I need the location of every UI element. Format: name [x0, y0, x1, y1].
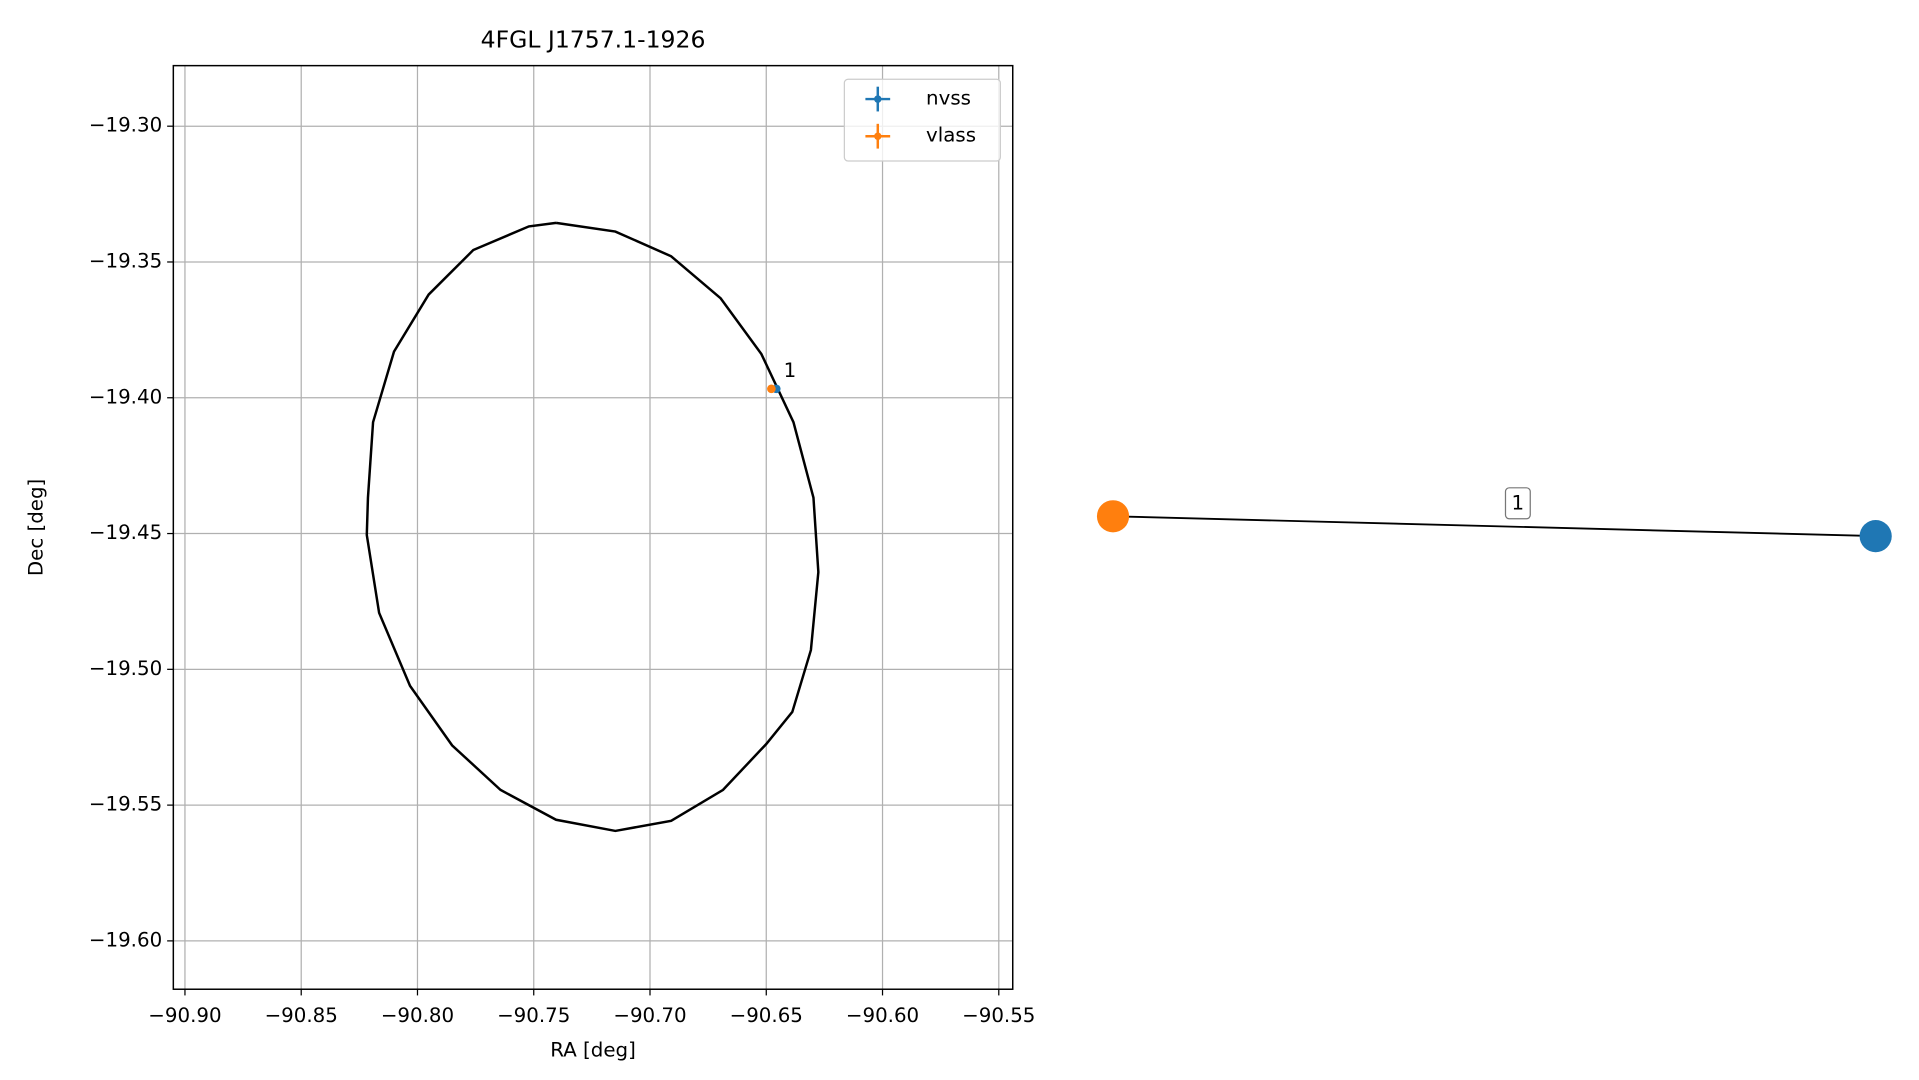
legend-label: nvss: [926, 87, 971, 110]
y-tick-label: −19.30: [89, 114, 162, 137]
x-tick-label: −90.90: [148, 1004, 221, 1027]
y-tick-label: −19.60: [89, 928, 162, 951]
y-tick-label: −19.45: [89, 521, 162, 544]
chart-title: 4FGL J1757.1-1926: [481, 25, 706, 53]
x-tick-label: −90.55: [962, 1004, 1035, 1027]
graph-edge: [1112, 515, 1876, 538]
x-tick-label: −90.75: [497, 1004, 570, 1027]
y-tick-label: −19.40: [89, 385, 162, 408]
graph-node: [1859, 520, 1892, 553]
graph-node: [1096, 500, 1130, 533]
legend-label: vlass: [926, 124, 976, 147]
y-tick-label: −19.55: [89, 793, 162, 816]
edge-label: 1: [1512, 491, 1525, 514]
x-tick-label: −90.85: [265, 1004, 338, 1027]
data-point: [767, 384, 776, 394]
x-tick-label: −90.70: [613, 1004, 686, 1027]
y-axis-label: Dec [deg]: [25, 479, 48, 576]
x-tick-label: −90.80: [381, 1004, 454, 1027]
y-tick-label: −19.50: [89, 657, 162, 680]
legend-marker: [874, 132, 882, 140]
edge-label-box: [1504, 487, 1531, 520]
uncertainty-ellipse: [365, 221, 820, 833]
legend-box: [843, 78, 1001, 162]
x-tick-label: −90.65: [730, 1004, 803, 1027]
axes-frame: [172, 64, 1014, 990]
x-axis-label: RA [deg]: [550, 1039, 636, 1062]
y-tick-label: −19.35: [89, 249, 162, 272]
legend-marker: [874, 95, 882, 103]
point-annotation: 1: [784, 359, 797, 382]
x-tick-label: −90.60: [846, 1004, 919, 1027]
